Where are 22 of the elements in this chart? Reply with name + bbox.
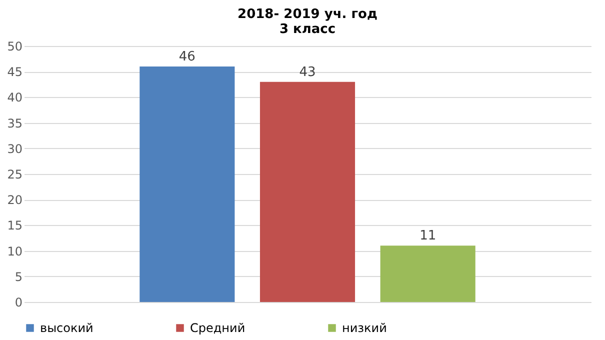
chart-subtitle: 3 класс <box>279 22 336 37</box>
data-label: 43 <box>299 64 316 80</box>
bar <box>380 246 476 302</box>
y-tick-label: 45 <box>7 65 22 80</box>
y-tick-label: 10 <box>7 244 22 258</box>
y-tick-label: 20 <box>7 193 22 208</box>
y-tick-label: 15 <box>7 218 22 233</box>
data-label: 11 <box>420 228 436 244</box>
chart-title: 2018- 2019 уч. год <box>238 7 378 22</box>
y-tick-label: 25 <box>7 168 22 182</box>
y-tick-label: 30 <box>7 142 22 156</box>
y-tick-label: 35 <box>7 116 22 130</box>
bar <box>260 82 356 302</box>
legend-label: низкий <box>342 321 387 335</box>
y-tick-label: 40 <box>7 90 22 105</box>
y-tick-label: 50 <box>7 40 22 54</box>
legend-label: высокий <box>40 321 94 335</box>
legend-label: Средний <box>190 321 246 335</box>
y-tick-label: 0 <box>14 296 22 310</box>
bar <box>140 66 235 302</box>
y-tick-label: 5 <box>14 270 22 284</box>
data-label: 46 <box>178 49 196 64</box>
